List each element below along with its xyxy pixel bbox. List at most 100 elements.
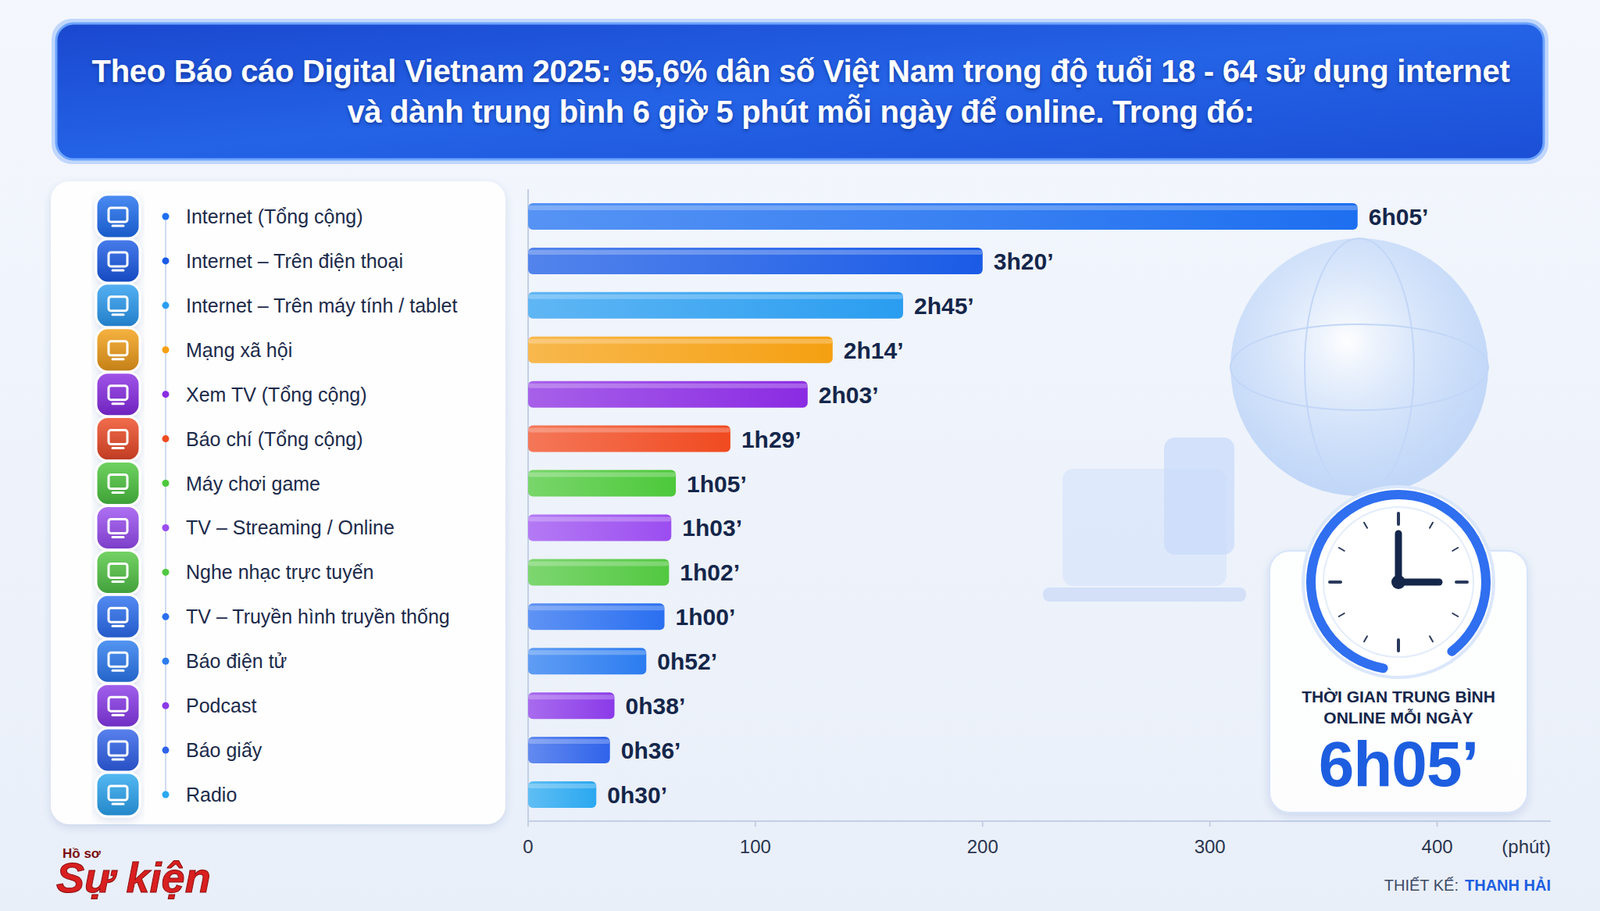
icon-glyph (108, 296, 128, 311)
icon-glyph (112, 625, 124, 628)
bar-highlight (528, 339, 833, 344)
bullet (162, 435, 170, 443)
bar (528, 425, 731, 453)
icon-glyph (108, 607, 128, 622)
bar-highlight (528, 428, 731, 433)
bar (528, 470, 676, 497)
x-tick (754, 821, 757, 827)
bar (528, 781, 597, 808)
clock-center (1391, 575, 1406, 590)
category-label: Xem TV (Tổng cộng) (185, 383, 368, 406)
icon-glyph (112, 669, 124, 672)
bar (528, 736, 611, 764)
value-label: 1h02’ (679, 559, 740, 586)
icon-glyph (112, 535, 124, 539)
bar (528, 603, 665, 630)
value-label: 3h20’ (993, 248, 1054, 275)
x-tick-label: 0 (522, 835, 533, 858)
category-label: Internet – Trên điện thoại (185, 250, 404, 272)
bar (528, 247, 983, 275)
x-tick (527, 821, 529, 827)
value-label: 1h03’ (682, 514, 743, 541)
bullet (162, 568, 170, 576)
category-label: Podcast (185, 694, 257, 717)
category-icon (96, 372, 140, 417)
bar-highlight (528, 205, 1358, 211)
clock-tick (1329, 580, 1341, 584)
x-tick-label: 300 (1194, 835, 1226, 858)
x-tick-label: 100 (739, 835, 772, 858)
icon-glyph (112, 803, 124, 806)
category-icon (96, 639, 140, 683)
icon-glyph (112, 580, 124, 583)
clock-tick (1456, 580, 1468, 584)
category-icon (96, 550, 140, 594)
header-banner (56, 23, 1544, 160)
icon-glyph (108, 341, 128, 356)
icon-glyph (108, 207, 128, 222)
clock-tick (1429, 635, 1433, 642)
icon-glyph (108, 696, 128, 711)
value-label: 2h14’ (843, 337, 904, 364)
category-icon (96, 683, 140, 728)
header-glow (51, 18, 1549, 165)
clock-ring (1296, 480, 1500, 683)
bar-highlight (528, 250, 983, 255)
bar-highlight (528, 294, 904, 300)
bars (528, 203, 1358, 808)
y-axis-line (527, 189, 529, 822)
icon-glyph (112, 225, 124, 228)
x-tick-label: 200 (967, 835, 999, 858)
icon-glyph (108, 430, 128, 445)
globe-line (1304, 238, 1415, 497)
category-label: Internet (Tổng cộng) (185, 205, 364, 228)
bullet (162, 301, 170, 309)
icon-glyph (108, 563, 128, 578)
category-icon (96, 194, 140, 239)
icon-glyph (112, 313, 124, 316)
x-tick (1209, 821, 1211, 827)
bullet (162, 390, 170, 398)
phone-decoration (1164, 437, 1235, 555)
highlight-value: 6h05’ (1269, 728, 1528, 800)
bullet (162, 791, 170, 799)
category-icon (96, 772, 140, 817)
bar (528, 203, 1358, 230)
icon-glyph (112, 446, 124, 450)
category-label: Báo chí (Tổng cộng) (185, 428, 364, 450)
value-label: 0h52’ (657, 648, 718, 675)
credit-label: THIẾT KẾ: (1384, 876, 1459, 894)
category-label: Báo điện tử (185, 650, 287, 672)
bar-highlight (528, 605, 665, 611)
category-icon (96, 505, 140, 550)
bar-highlight (528, 472, 676, 478)
title: Theo Báo cáo Digital Vietnam 2025: 95,6%… (74, 23, 1528, 161)
x-axis-label: (phút) (1501, 835, 1551, 858)
category-icon (96, 283, 140, 328)
category-icon (96, 239, 140, 283)
clock-tick (1339, 547, 1345, 551)
category-panel (50, 181, 506, 825)
icon-glyph (112, 758, 124, 761)
bullet (162, 702, 170, 710)
icon-glyph (108, 652, 128, 667)
category-label: Internet – Trên máy tính / tablet (185, 294, 458, 317)
value-label: 2h03’ (818, 382, 879, 408)
laptop-base-decoration (1042, 587, 1247, 602)
clock-tick (1339, 613, 1345, 617)
bullet (162, 346, 170, 354)
icon-glyph (108, 518, 128, 533)
clock-tick (1452, 547, 1458, 551)
clock-hand (1395, 533, 1403, 583)
icon-glyph (112, 357, 124, 361)
category-icon (96, 417, 140, 461)
value-label: 0h38’ (625, 692, 686, 719)
bullet (162, 657, 170, 665)
value-label: 1h00’ (675, 603, 736, 630)
x-axis-line (528, 820, 1551, 822)
clock-tick (1364, 522, 1368, 529)
bar (528, 381, 808, 408)
globe-decoration (1230, 238, 1489, 497)
bullet (162, 746, 170, 754)
value-label: 0h36’ (621, 737, 682, 764)
